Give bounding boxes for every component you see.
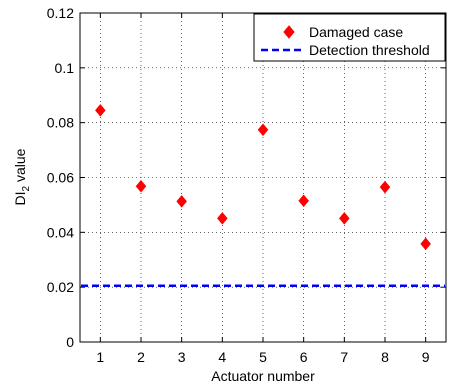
y-tick-label: 0.04 xyxy=(47,224,74,240)
y-tick-label: 0.12 xyxy=(47,5,74,21)
x-tick-label: 9 xyxy=(422,349,430,365)
y-tick-label: 0.06 xyxy=(47,170,74,186)
x-tick-label: 1 xyxy=(96,349,104,365)
y-tick-label: 0.1 xyxy=(55,60,75,76)
y-tick-label: 0.02 xyxy=(47,279,74,295)
legend: Damaged case Detection threshold xyxy=(253,13,446,62)
x-tick-label: 8 xyxy=(381,349,389,365)
data-point-actuator-4 xyxy=(217,211,228,225)
x-tick-label: 7 xyxy=(340,349,348,365)
legend-diamond-marker xyxy=(283,25,295,39)
legend-label-damaged-case: Damaged case xyxy=(309,24,403,40)
data-point-actuator-5 xyxy=(257,123,269,137)
x-tick-label: 2 xyxy=(137,349,145,365)
data-point-actuator-3 xyxy=(176,194,187,208)
legend-label-detection-threshold: Detection threshold xyxy=(309,42,430,58)
x-tick-label: 3 xyxy=(178,349,186,365)
data-point-actuator-2 xyxy=(135,179,147,193)
x-tick-label: 6 xyxy=(300,349,308,365)
data-point-actuator-1 xyxy=(95,103,106,117)
y-axis-title: DI2 value xyxy=(12,148,32,205)
y-axis-title-rest: value xyxy=(12,148,28,186)
axis-ticks: 1 2 3 4 5 6 7 8 9 0 0.02 0.04 0.06 0.08 0.1 0.12 xyxy=(47,5,446,365)
y-axis-title-main: DI xyxy=(12,191,28,205)
data-point-actuator-8 xyxy=(379,180,391,194)
legend-box xyxy=(253,13,446,62)
x-tick-label: 5 xyxy=(259,349,267,365)
grid xyxy=(80,12,446,343)
x-tick-label: 4 xyxy=(218,349,226,365)
y-axis-title-subscript: 2 xyxy=(21,185,32,191)
data-point-actuator-6 xyxy=(298,194,309,208)
data-point-actuator-7 xyxy=(339,211,350,225)
damaged-case-series xyxy=(95,103,431,251)
y-tick-label: 0 xyxy=(66,334,74,350)
data-point-actuator-9 xyxy=(420,237,431,251)
x-axis-title: Actuator number xyxy=(211,368,315,384)
y-tick-label: 0.08 xyxy=(47,115,74,131)
